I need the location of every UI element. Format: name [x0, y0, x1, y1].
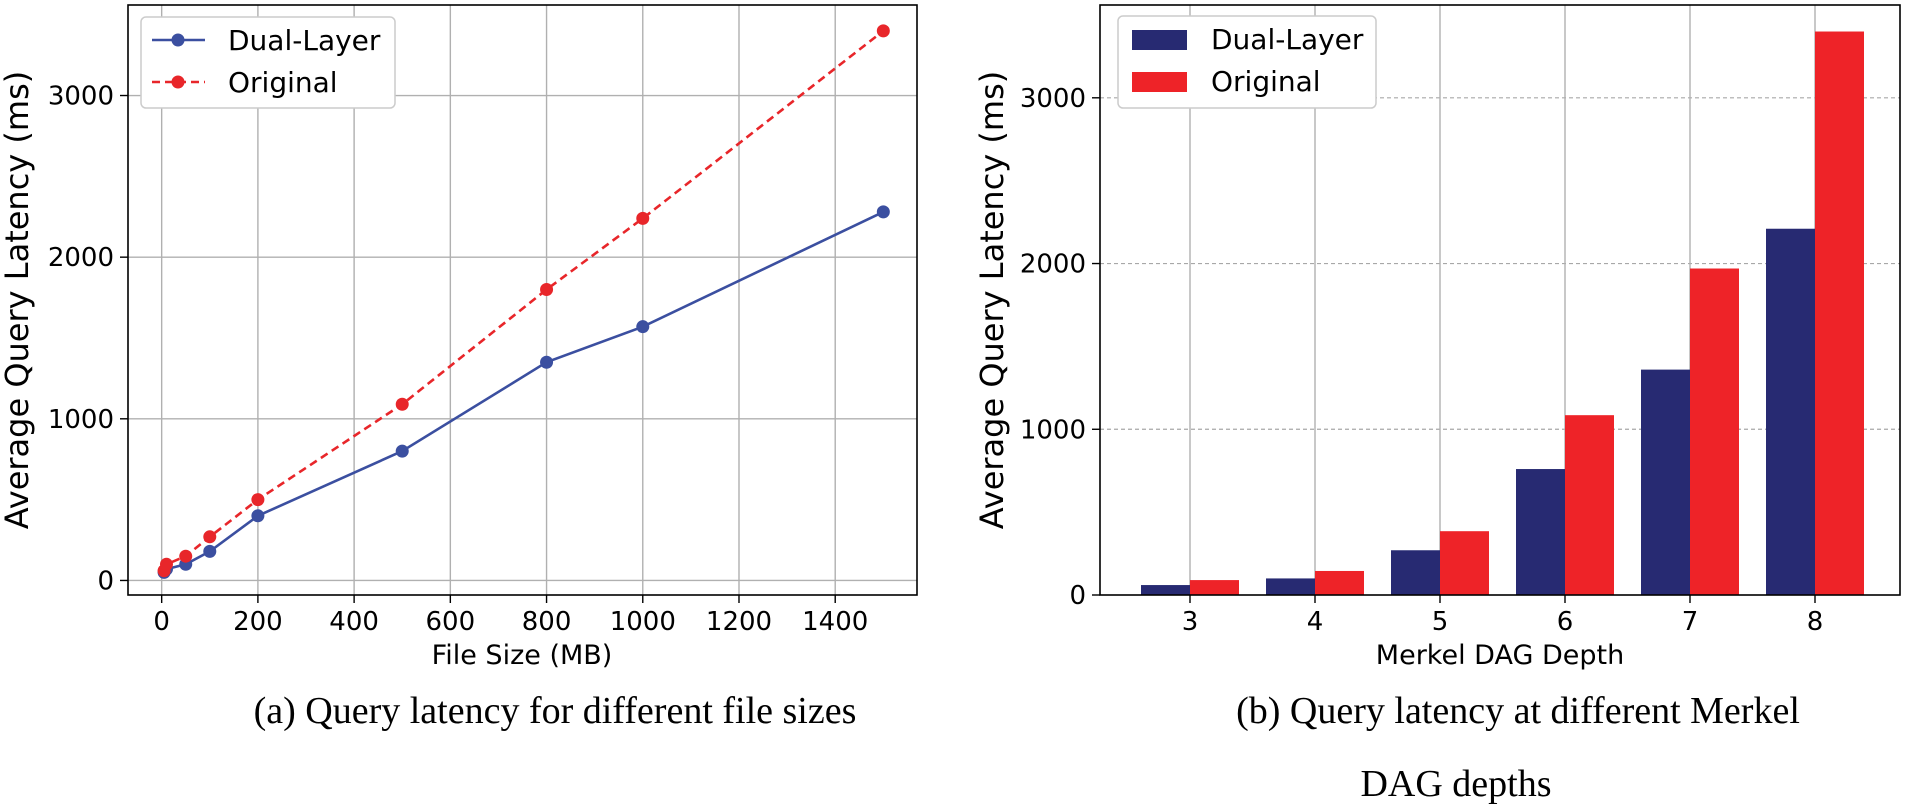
y-tick-label: 0: [97, 566, 114, 596]
caption-b-line1: (b) Query latency at different Merkel: [1236, 690, 1800, 732]
legend: Dual-Layer Original: [140, 16, 396, 109]
bar-chart-dag-depth: 0 1000 2000 3000 3 4 5 6 7 8 Merkel DAG Depth Ave…: [973, 4, 1901, 805]
data-point-original: [395, 397, 409, 411]
x-tick-label: 1400: [802, 607, 868, 637]
data-point-original: [251, 493, 265, 507]
line-chart-file-size: 0 200 400 600 800 1000 1200 1400 0 1000 2000 3000 F…: [0, 4, 918, 732]
legend-label-dual-layer: Dual-Layer: [228, 24, 381, 57]
caption-b-line2: DAG depths: [1360, 763, 1551, 805]
y-tick-label: 2000: [1020, 250, 1086, 280]
x-tick-label: 1000: [610, 607, 676, 637]
x-tick-label: 0: [153, 607, 170, 637]
x-axis-label: File Size (MB): [432, 640, 613, 671]
x-tick-label: 5: [1432, 607, 1449, 637]
data-point-dual-layer: [876, 205, 890, 219]
y-axis-label: Average Query Latency (ms): [0, 71, 36, 529]
plot-frame: [1099, 4, 1901, 596]
caption-a: (a) Query latency for different file siz…: [254, 690, 857, 732]
legend-swatch-dual-layer: [1132, 30, 1187, 50]
data-point-dual-layer: [251, 509, 265, 523]
legend-label-original: Original: [228, 66, 338, 99]
bar-original-depth-4: [1315, 570, 1364, 595]
x-tick-label: 200: [233, 607, 283, 637]
bar-dual-layer-depth-5: [1391, 550, 1440, 595]
legend-marker-original: [171, 75, 185, 89]
data-point-dual-layer: [540, 355, 554, 369]
bar-original-depth-6: [1565, 415, 1614, 595]
x-tick-label: 7: [1682, 607, 1699, 637]
legend-label-dual-layer: Dual-Layer: [1211, 23, 1364, 56]
y-axis-label: Average Query Latency (ms): [973, 71, 1011, 529]
data-point-original: [159, 557, 173, 571]
y-tick-label: 1000: [1020, 415, 1086, 445]
x-tick-label: 6: [1557, 607, 1574, 637]
plot-frame: [127, 4, 918, 596]
data-point-dual-layer: [203, 544, 217, 558]
legend-swatch-original: [1132, 72, 1187, 92]
data-point-dual-layer: [395, 444, 409, 458]
x-tick-label: 800: [522, 607, 572, 637]
x-tick-label: 400: [329, 607, 379, 637]
data-point-original: [179, 549, 193, 563]
y-tick-label: 3000: [48, 82, 114, 112]
bar-original-depth-8: [1815, 31, 1864, 596]
x-tick-label: 8: [1807, 607, 1824, 637]
series-line-dual-layer: [163, 210, 884, 574]
tick-labels: 0 200 400 600 800 1000 1200 1400 0 1000 2000 3000: [48, 82, 868, 637]
bars-group: [1141, 31, 1864, 596]
data-point-original: [636, 211, 650, 225]
bar-original-depth-7: [1690, 268, 1739, 595]
x-tick-label: 1200: [706, 607, 772, 637]
bar-dual-layer-depth-6: [1516, 469, 1565, 595]
tick-labels: 0 1000 2000 3000 3 4 5 6 7 8: [1020, 84, 1823, 637]
x-tick-label: 600: [426, 607, 476, 637]
data-point-original: [540, 282, 554, 296]
legend-marker-dual-layer: [171, 33, 185, 47]
legend-label-original: Original: [1211, 65, 1321, 98]
bar-dual-layer-depth-4: [1266, 578, 1315, 595]
bar-dual-layer-depth-8: [1766, 228, 1815, 595]
series-line-original: [162, 29, 885, 572]
bar-original-depth-3: [1190, 580, 1239, 595]
x-tick-label: 3: [1182, 607, 1199, 637]
x-axis-label: Merkel DAG Depth: [1376, 640, 1624, 671]
x-tick-label: 4: [1307, 607, 1324, 637]
data-point-original: [876, 24, 890, 38]
y-tick-label: 1000: [48, 405, 114, 435]
y-tick-label: 0: [1069, 581, 1086, 611]
bar-original-depth-5: [1440, 531, 1489, 595]
data-point-dual-layer: [636, 320, 650, 334]
legend: Dual-Layer Original: [1117, 15, 1377, 109]
series-group: [157, 24, 890, 579]
y-tick-label: 2000: [48, 243, 114, 273]
bar-dual-layer-depth-7: [1641, 369, 1690, 595]
data-point-original: [203, 530, 217, 544]
y-tick-label: 3000: [1020, 84, 1086, 114]
bar-dual-layer-depth-3: [1141, 585, 1190, 595]
